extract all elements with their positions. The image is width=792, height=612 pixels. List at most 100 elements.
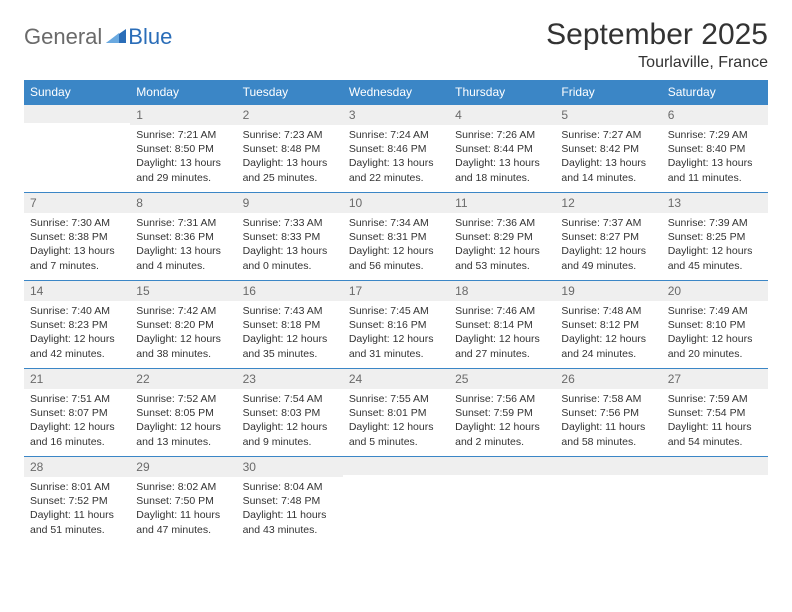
daylight-line: Daylight: 11 hours and 43 minutes.: [243, 508, 337, 536]
daylight-line: Daylight: 11 hours and 51 minutes.: [30, 508, 124, 536]
triangle-icon: [106, 27, 126, 48]
day-details: Sunrise: 7:34 AMSunset: 8:31 PMDaylight:…: [343, 213, 449, 279]
daylight-line: Daylight: 11 hours and 47 minutes.: [136, 508, 230, 536]
daylight-line: Daylight: 12 hours and 24 minutes.: [561, 332, 655, 360]
sunset-line: Sunset: 7:59 PM: [455, 406, 549, 420]
calendar-day-cell: 30 Sunrise: 8:04 AMSunset: 7:48 PMDayligh…: [237, 457, 343, 545]
day-number: 18: [449, 281, 555, 301]
day-number: 16: [237, 281, 343, 301]
day-details: Sunrise: 7:54 AMSunset: 8:03 PMDaylight:…: [237, 389, 343, 455]
calendar-day-cell: 1Sunrise: 7:21 AMSunset: 8:50 PMDaylight…: [130, 105, 236, 193]
calendar-day-cell: 19Sunrise: 7:48 AMSunset: 8:12 PMDayligh…: [555, 281, 661, 369]
sunset-line: Sunset: 8:27 PM: [561, 230, 655, 244]
weekday-header: Sunday: [24, 80, 130, 105]
sunset-line: Sunset: 8:23 PM: [30, 318, 124, 332]
daylight-line: Daylight: 12 hours and 13 minutes.: [136, 420, 230, 448]
day-details: Sunrise: 7:58 AMSunset: 7:56 PMDaylight:…: [555, 389, 661, 455]
sunrise-line: Sunrise: 7:45 AM: [349, 304, 443, 318]
sunrise-line: Sunrise: 7:59 AM: [668, 392, 762, 406]
sunrise-line: Sunrise: 7:55 AM: [349, 392, 443, 406]
sunset-line: Sunset: 7:48 PM: [243, 494, 337, 508]
day-number: 8: [130, 193, 236, 213]
sunset-line: Sunset: 7:50 PM: [136, 494, 230, 508]
day-details: Sunrise: 7:52 AMSunset: 8:05 PMDaylight:…: [130, 389, 236, 455]
sunrise-line: Sunrise: 7:37 AM: [561, 216, 655, 230]
day-number: 30: [237, 457, 343, 477]
calendar-day-cell: 11Sunrise: 7:36 AMSunset: 8:29 PMDayligh…: [449, 193, 555, 281]
sunset-line: Sunset: 8:14 PM: [455, 318, 549, 332]
sunrise-line: Sunrise: 8:02 AM: [136, 480, 230, 494]
daylight-line: Daylight: 13 hours and 22 minutes.: [349, 156, 443, 184]
calendar-day-cell: 24Sunrise: 7:55 AMSunset: 8:01 PMDayligh…: [343, 369, 449, 457]
calendar-day-cell: 8Sunrise: 7:31 AMSunset: 8:36 PMDaylight…: [130, 193, 236, 281]
calendar-day-cell: 3Sunrise: 7:24 AMSunset: 8:46 PMDaylight…: [343, 105, 449, 193]
calendar-week-row: 28Sunrise: 8:01 AMSunset: 7:52 PMDayligh…: [24, 457, 768, 545]
daylight-line: Daylight: 13 hours and 25 minutes.: [243, 156, 337, 184]
sunset-line: Sunset: 8:07 PM: [30, 406, 124, 420]
sunrise-line: Sunrise: 7:33 AM: [243, 216, 337, 230]
calendar-week-row: 14Sunrise: 7:40 AMSunset: 8:23 PMDayligh…: [24, 281, 768, 369]
day-number: 6: [662, 105, 768, 125]
day-details: Sunrise: 7:40 AMSunset: 8:23 PMDaylight:…: [24, 301, 130, 367]
daylight-line: Daylight: 13 hours and 7 minutes.: [30, 244, 124, 272]
sunrise-line: Sunrise: 7:31 AM: [136, 216, 230, 230]
sunrise-line: Sunrise: 7:30 AM: [30, 216, 124, 230]
day-number: 29: [130, 457, 236, 477]
daylight-line: Daylight: 12 hours and 53 minutes.: [455, 244, 549, 272]
day-number: [662, 457, 768, 475]
calendar-day-cell: 13Sunrise: 7:39 AMSunset: 8:25 PMDayligh…: [662, 193, 768, 281]
daylight-line: Daylight: 12 hours and 56 minutes.: [349, 244, 443, 272]
sunrise-line: Sunrise: 7:43 AM: [243, 304, 337, 318]
daylight-line: Daylight: 13 hours and 14 minutes.: [561, 156, 655, 184]
day-number: 24: [343, 369, 449, 389]
sunset-line: Sunset: 8:25 PM: [668, 230, 762, 244]
daylight-line: Daylight: 12 hours and 27 minutes.: [455, 332, 549, 360]
day-number: 20: [662, 281, 768, 301]
calendar-day-cell: [449, 457, 555, 545]
calendar-day-cell: 5Sunrise: 7:27 AMSunset: 8:42 PMDaylight…: [555, 105, 661, 193]
day-details: Sunrise: 7:42 AMSunset: 8:20 PMDaylight:…: [130, 301, 236, 367]
calendar-day-cell: 14Sunrise: 7:40 AMSunset: 8:23 PMDayligh…: [24, 281, 130, 369]
sunset-line: Sunset: 8:03 PM: [243, 406, 337, 420]
calendar-day-cell: 10Sunrise: 7:34 AMSunset: 8:31 PMDayligh…: [343, 193, 449, 281]
sunset-line: Sunset: 7:54 PM: [668, 406, 762, 420]
sunrise-line: Sunrise: 8:01 AM: [30, 480, 124, 494]
calendar-day-cell: 12Sunrise: 7:37 AMSunset: 8:27 PMDayligh…: [555, 193, 661, 281]
day-number: 22: [130, 369, 236, 389]
daylight-line: Daylight: 11 hours and 54 minutes.: [668, 420, 762, 448]
sunset-line: Sunset: 8:12 PM: [561, 318, 655, 332]
daylight-line: Daylight: 12 hours and 9 minutes.: [243, 420, 337, 448]
sunrise-line: Sunrise: 7:36 AM: [455, 216, 549, 230]
sunrise-line: Sunrise: 7:58 AM: [561, 392, 655, 406]
day-number: 7: [24, 193, 130, 213]
month-title: September 2025: [546, 18, 768, 52]
day-number: 21: [24, 369, 130, 389]
calendar-day-cell: 7 Sunrise: 7:30 AMSunset: 8:38 PMDaylight…: [24, 193, 130, 281]
day-number: 27: [662, 369, 768, 389]
sunrise-line: Sunrise: 7:51 AM: [30, 392, 124, 406]
day-number: 2: [237, 105, 343, 125]
day-details: Sunrise: 7:33 AMSunset: 8:33 PMDaylight:…: [237, 213, 343, 279]
sunset-line: Sunset: 8:10 PM: [668, 318, 762, 332]
weekday-header: Thursday: [449, 80, 555, 105]
day-details: Sunrise: 7:31 AMSunset: 8:36 PMDaylight:…: [130, 213, 236, 279]
sunset-line: Sunset: 8:50 PM: [136, 142, 230, 156]
sunrise-line: Sunrise: 7:46 AM: [455, 304, 549, 318]
calendar-day-cell: 27 Sunrise: 7:59 AMSunset: 7:54 PMDayligh…: [662, 369, 768, 457]
day-details: Sunrise: 7:36 AMSunset: 8:29 PMDaylight:…: [449, 213, 555, 279]
day-details: Sunrise: 7:46 AMSunset: 8:14 PMDaylight:…: [449, 301, 555, 367]
sunset-line: Sunset: 8:38 PM: [30, 230, 124, 244]
sunrise-line: Sunrise: 8:04 AM: [243, 480, 337, 494]
day-details: Sunrise: 7:23 AMSunset: 8:48 PMDaylight:…: [237, 125, 343, 191]
day-details: Sunrise: 8:01 AMSunset: 7:52 PMDaylight:…: [24, 477, 130, 543]
day-details: Sunrise: 7:37 AMSunset: 8:27 PMDaylight:…: [555, 213, 661, 279]
sunset-line: Sunset: 8:05 PM: [136, 406, 230, 420]
calendar-day-cell: 28Sunrise: 8:01 AMSunset: 7:52 PMDayligh…: [24, 457, 130, 545]
day-number: 25: [449, 369, 555, 389]
daylight-line: Daylight: 12 hours and 16 minutes.: [30, 420, 124, 448]
day-number: 11: [449, 193, 555, 213]
sunrise-line: Sunrise: 7:24 AM: [349, 128, 443, 142]
day-number: 5: [555, 105, 661, 125]
day-details: Sunrise: 7:45 AMSunset: 8:16 PMDaylight:…: [343, 301, 449, 367]
sunrise-line: Sunrise: 7:40 AM: [30, 304, 124, 318]
